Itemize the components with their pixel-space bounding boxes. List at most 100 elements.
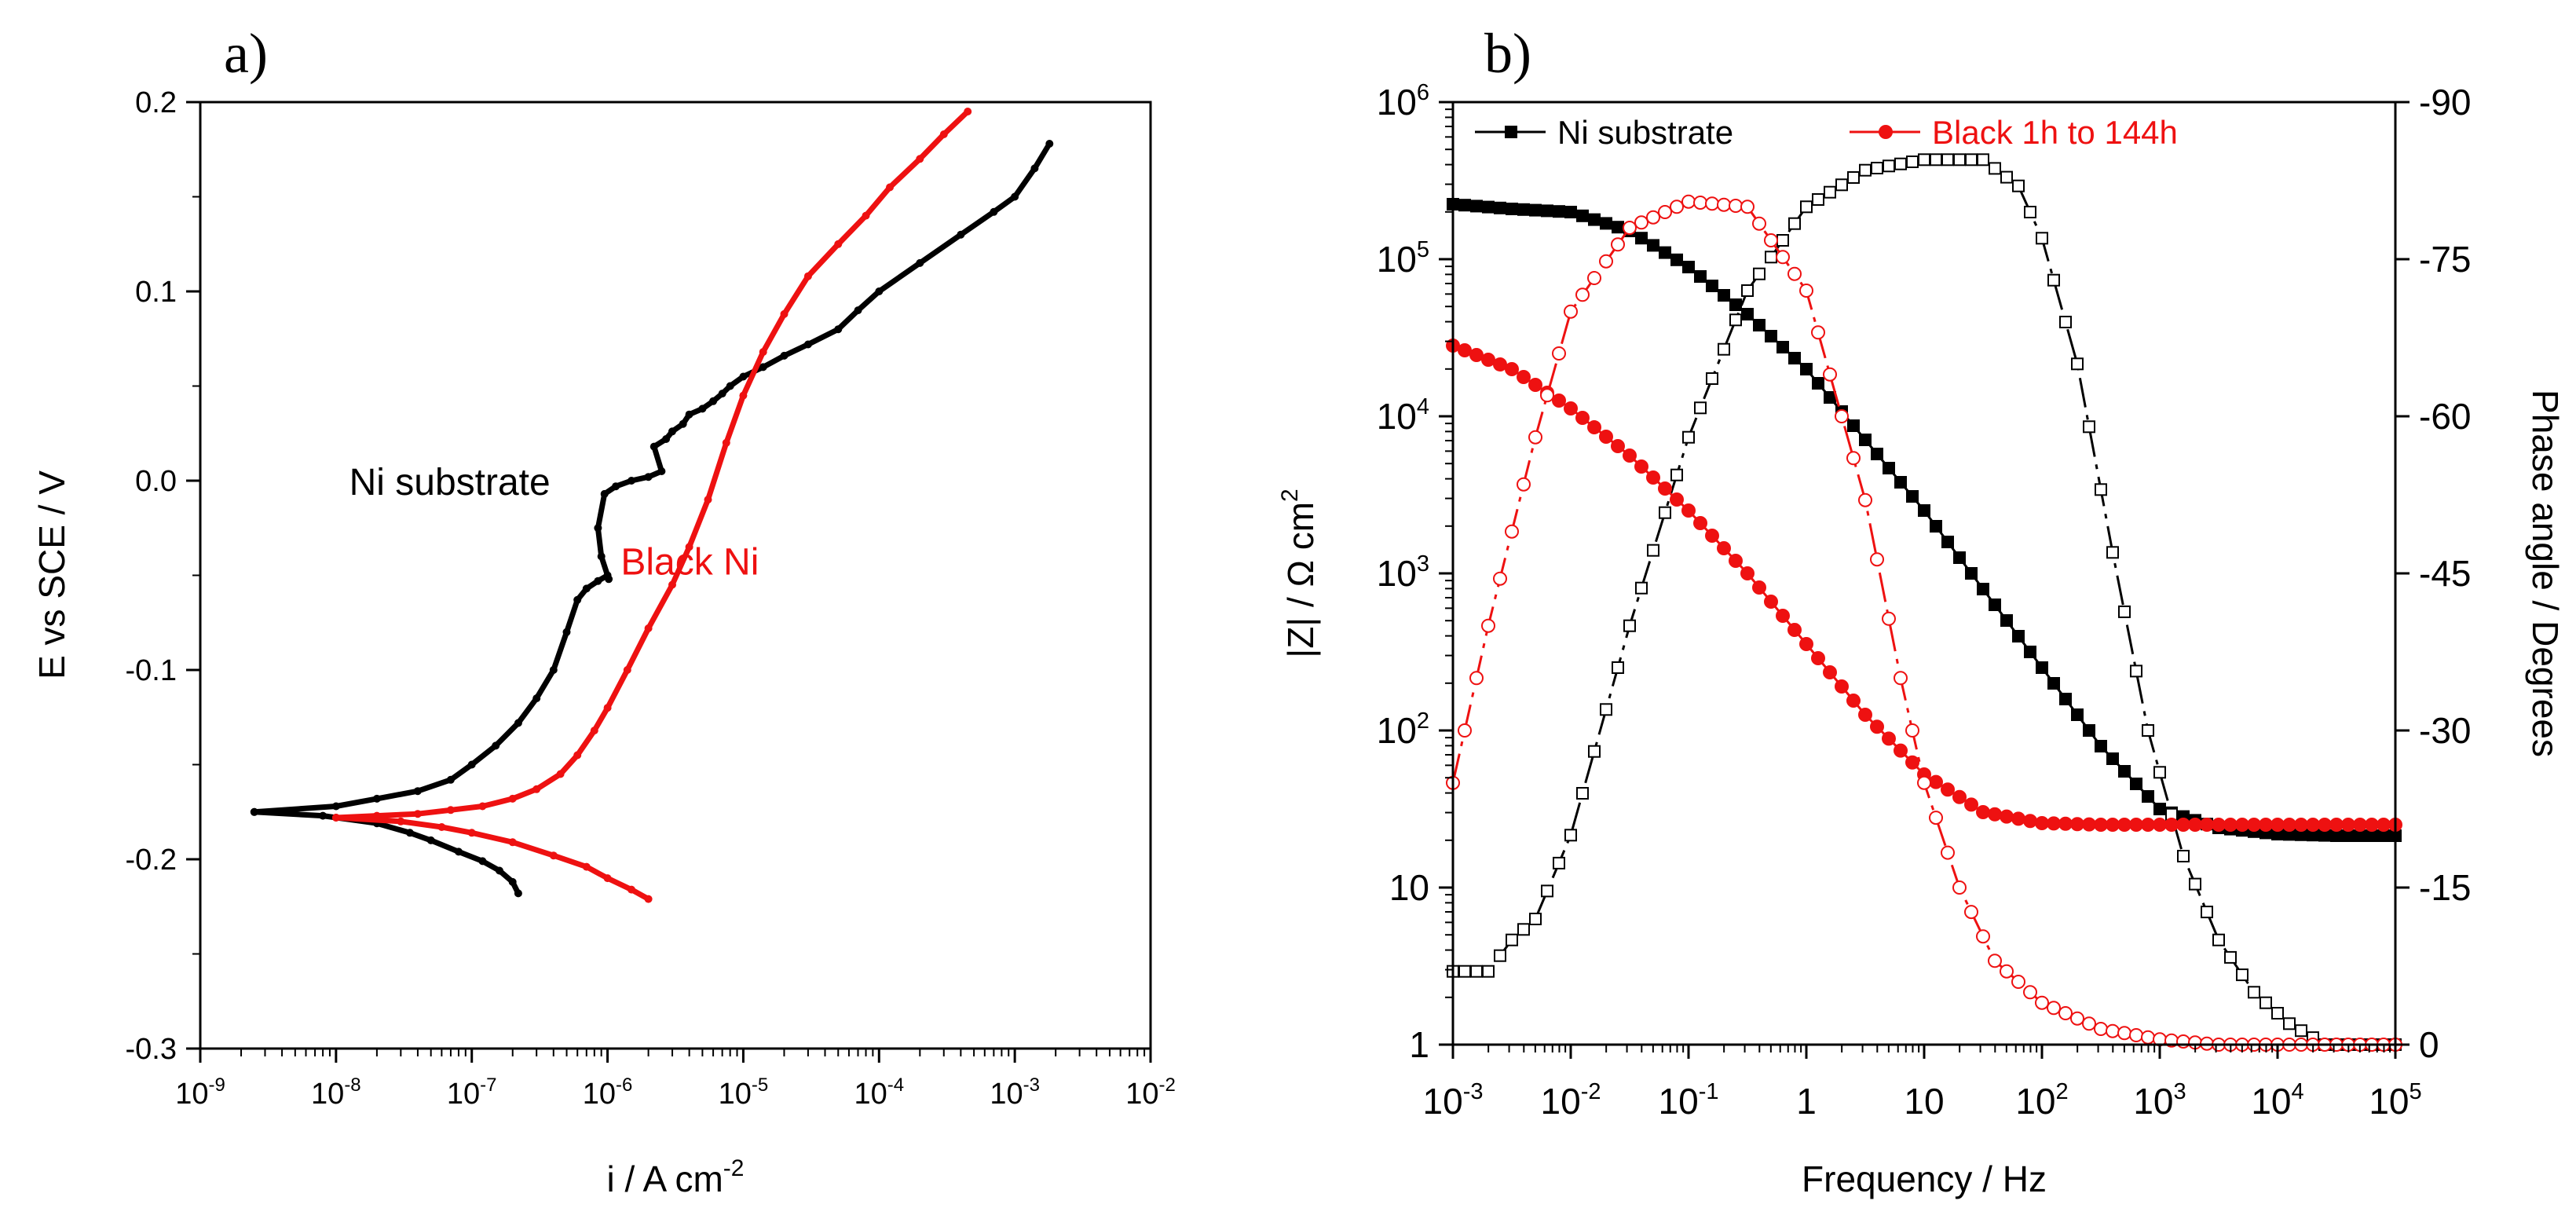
ni-substrate-phase-marker [1800, 200, 1813, 214]
black-phase-marker [2106, 1023, 2120, 1038]
black-impedance-marker [1717, 541, 1731, 555]
ni-substrate-phase-marker [1517, 923, 1530, 936]
ni-substrate-anodic-point [990, 207, 998, 216]
polarization-annotations: Ni substrate Black Ni [349, 462, 759, 583]
black-impedance-marker [2235, 818, 2249, 832]
black-phase-marker [1905, 723, 1919, 738]
ni-substrate-impedance-marker [1812, 377, 1824, 390]
black-impedance-marker [1870, 719, 1884, 734]
ni-substrate-phase-marker [2259, 996, 2272, 1009]
bode-right-y-tick-label: -60 [2419, 396, 2471, 437]
black-impedance-marker [1587, 420, 1601, 434]
black-ni-anodic-point [780, 309, 789, 318]
black-impedance-marker [1835, 679, 1849, 694]
bode-left-y-tick-label: 106 [1377, 80, 1429, 123]
black-impedance-marker [1611, 439, 1625, 453]
bode-x-tick-label-base: 1 [1796, 1081, 1817, 1122]
ni-substrate-impedance-marker [1647, 239, 1659, 252]
ni-substrate-phase-marker [1647, 544, 1659, 557]
bode-left-y-tick-label: 102 [1377, 708, 1429, 751]
ni-substrate-impedance-marker [1470, 200, 1483, 213]
ni-substrate-impedance-marker [1659, 246, 1671, 259]
black-impedance-marker [1693, 516, 1707, 530]
ni-substrate-phase-marker [2236, 968, 2249, 982]
ni-substrate-anodic-point [446, 775, 455, 784]
ni-substrate-anodic-point [549, 666, 558, 674]
ni-substrate-impedance-marker [1918, 504, 1930, 517]
ni-substrate-impedance-marker [1989, 599, 2001, 611]
ni-substrate-phase-marker [1953, 153, 1966, 167]
ni-substrate-phase-marker [1635, 581, 1648, 595]
bode-x-tick-label: 103 [2133, 1079, 2186, 1122]
black-ni-cathodic-point [549, 851, 558, 860]
ni-substrate-anodic-point [662, 435, 671, 443]
ni-substrate-phase-marker [1588, 745, 1601, 758]
ni-substrate-anodic-point [834, 325, 843, 334]
ni-substrate-phase-marker [2059, 316, 2072, 328]
ni-substrate-impedance-marker [1494, 201, 1506, 214]
black-phase-marker [2035, 995, 2049, 1010]
ni-substrate-anodic-point [803, 340, 812, 349]
bode-right-y-tick-label: 0 [2419, 1024, 2439, 1065]
black-phase-marker [2117, 1026, 2131, 1041]
black-ni-cathodic-point [508, 838, 517, 847]
ni-substrate-anodic-point [644, 473, 653, 481]
ni-substrate-phase-marker [1470, 965, 1483, 978]
black-impedance-marker [1729, 554, 1743, 568]
bode-axes: 10-3 10-2 10-1 1 10 102 103 104 1051101021031041… [1377, 80, 2472, 1122]
polarization-x-tick-label-exp: -4 [887, 1074, 904, 1096]
polarization-x-tick-label: 10-3 [990, 1074, 1040, 1111]
black-impedance-marker [2035, 816, 2049, 830]
bode-right-y-tick-label: -45 [2419, 553, 2471, 594]
ni-substrate-anodic-point [698, 405, 707, 413]
ni-substrate-impedance-marker [1871, 448, 1883, 460]
black-phase-marker [1493, 571, 1507, 586]
black-impedance-marker [1481, 353, 1495, 367]
ni-substrate-phase-marker [2024, 206, 2036, 218]
ni-substrate-anodic-point [594, 524, 602, 533]
ni-substrate-phase-marker [2130, 664, 2142, 678]
black-ni-anodic-point [623, 666, 631, 674]
polarization-y-axis-title: E vs SCE / V [31, 470, 72, 679]
ni-substrate-anodic-point [679, 419, 687, 428]
ni-substrate-impedance-marker [1706, 280, 1718, 292]
ni-substrate-anodic-point [875, 287, 884, 295]
black-phase-marker [2082, 1016, 2096, 1031]
black-phase-marker [1976, 929, 1990, 944]
black-phase-marker [1917, 775, 1931, 790]
ni-substrate-impedance-marker [1741, 308, 1754, 320]
black-phase-marker [1658, 205, 1672, 219]
ni-substrate-phase-marker [1835, 178, 1848, 192]
black-phase-marker [1552, 346, 1566, 361]
ni-substrate-impedance-marker [1718, 289, 1730, 302]
polarization-x-axis-title: i / A cm-2 [607, 1155, 745, 1199]
bode-x-tick-label-base: 10 [2133, 1081, 2173, 1122]
black-impedance-marker [1823, 665, 1837, 679]
polarization-y-tick-label: -0.1 [126, 654, 177, 687]
ni-substrate-impedance-marker [1553, 205, 1565, 218]
polarization-x-tick-label: 10-4 [854, 1074, 904, 1111]
ni-substrate-impedance-marker [2095, 740, 2107, 752]
ni-substrate-cathodic-point [319, 811, 327, 820]
bode-x-axis-title: Frequency / Hz [1802, 1159, 2047, 1199]
bode-left-y-tick-label-exp: 5 [1417, 237, 1429, 262]
black-impedance-marker [1894, 743, 1908, 758]
ni-substrate-anodic-point [668, 427, 676, 436]
bode-x-tick-label: 1 [1796, 1081, 1817, 1122]
ni-substrate-phase-marker [1506, 933, 1518, 946]
black-phase-marker [1540, 388, 1554, 403]
ni-substrate-phase-marker [1564, 829, 1577, 842]
black-impedance-marker [1634, 459, 1648, 474]
black-ni-anodic-point [722, 438, 730, 447]
polarization-x-tick-label: 10-6 [583, 1074, 633, 1111]
polarization-x-tick-label: 10-7 [447, 1074, 497, 1111]
black-phase-marker [1787, 266, 1802, 281]
bode-left-y-tick-label-base: 10 [1389, 867, 1429, 908]
black-phase-marker [1599, 254, 1613, 269]
ni-substrate-impedance-marker [1482, 200, 1495, 214]
black-ni-anodic-point [644, 624, 653, 632]
ni-substrate-impedance-line [1452, 203, 2395, 837]
ni-substrate-impedance-marker [2000, 614, 2013, 627]
bode-left-y-tick-label-exp: 4 [1417, 394, 1429, 419]
ni-substrate-impedance-marker [2106, 752, 2119, 765]
